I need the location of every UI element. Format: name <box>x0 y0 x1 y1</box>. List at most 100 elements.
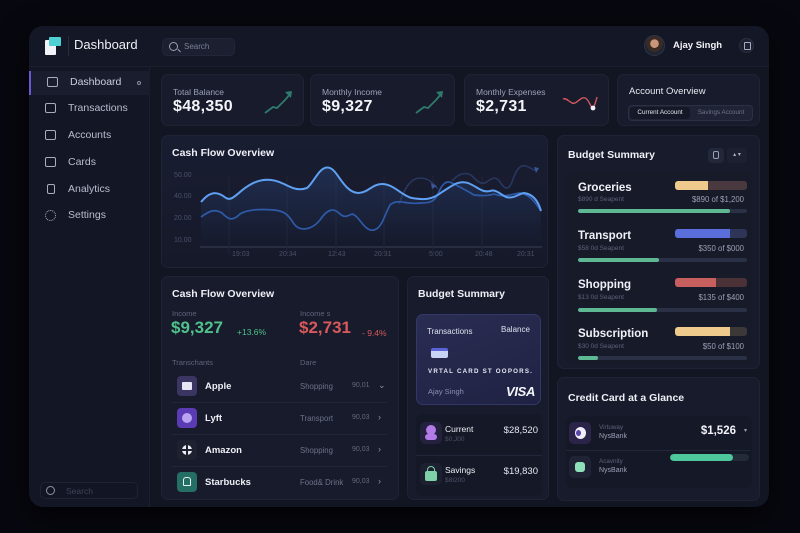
budget-progress <box>578 356 747 360</box>
search-input[interactable]: Search <box>162 38 235 56</box>
avatar[interactable] <box>644 35 665 56</box>
sort-toggle-button[interactable]: ▴ ▾ <box>727 148 747 163</box>
budget-amount: $135 of $400 <box>698 293 744 302</box>
stat-card-monthly-income: Monthly Income $9,327 <box>310 74 455 126</box>
profile-menu-button[interactable] <box>739 38 754 53</box>
budget-sub: $890 d Seapent <box>578 196 624 203</box>
sidebar-item-label: Analytics <box>68 183 111 195</box>
expense-change: - 9.4% <box>362 328 387 338</box>
account-name: Savings <box>445 465 476 475</box>
card-title: Cash Flow Overview <box>172 147 275 159</box>
virtual-card[interactable]: Transactions Balance VRTAL CARD ST OOPOR… <box>416 314 541 405</box>
tab-savings-account[interactable]: Savings Account <box>697 109 745 116</box>
credit-utilization-bar <box>670 454 749 461</box>
cash-flow-line-chart[interactable] <box>162 136 549 269</box>
search-placeholder: Search <box>184 42 210 51</box>
card-tab-balance[interactable]: Balance <box>501 325 530 334</box>
budget-sub: $30 0d Seapent <box>578 343 624 350</box>
card-tab-transactions[interactable]: Transactions <box>427 327 473 336</box>
stat-card-monthly-expenses: Monthly Expenses $2,731 <box>464 74 609 126</box>
account-sub: $8I200 <box>445 477 465 484</box>
budget-sub: $58 0d Seapent <box>578 245 624 252</box>
folder-icon <box>45 103 56 113</box>
x-tick: 20:31 <box>517 251 535 258</box>
expense-label: Income s <box>300 309 331 318</box>
sidebar-item-accounts[interactable]: Accounts <box>29 124 150 148</box>
transaction-row[interactable]: Lyft Transport 90,03 › <box>172 404 387 435</box>
sidebar-item-cards[interactable]: Cards <box>29 151 150 175</box>
trend-up-icon <box>415 91 443 114</box>
column-header-date: Dare <box>300 358 317 367</box>
budget-pill <box>675 181 747 190</box>
credit-card-row[interactable]: Acavnity NysBank <box>566 452 750 485</box>
transaction-value: 90,03 <box>352 446 370 453</box>
budget-name: Transport <box>578 230 632 242</box>
user-name: Ajay Singh <box>673 40 723 51</box>
credit-card-list <box>566 416 752 488</box>
account-tabs: Current Account Savings Account <box>628 105 753 121</box>
transaction-row[interactable]: Amazon Shopping 90,03 › <box>172 436 387 467</box>
chevron-down-icon[interactable]: ▾ <box>743 428 747 434</box>
sidebar-search-input[interactable]: Search <box>40 482 138 499</box>
transaction-value: 90,03 <box>352 414 370 421</box>
sidebar-item-label: Dashboard <box>70 76 122 88</box>
sidebar-item-dashboard[interactable]: Dashboard <box>29 71 150 95</box>
chart-icon <box>47 77 58 87</box>
account-row-current[interactable]: Current $0,J00 $28,520 <box>416 416 542 456</box>
account-overview-card: Account Overview Current Account Savings… <box>617 74 760 126</box>
divider <box>68 36 69 56</box>
transaction-value: 90,03 <box>352 478 370 485</box>
stat-value: $2,731 <box>476 98 527 115</box>
y-tick: 20.00 <box>174 215 192 222</box>
transaction-name: Lyft <box>205 413 223 424</box>
budget-name: Shopping <box>578 279 632 291</box>
transaction-value: 90,01 <box>352 382 370 389</box>
chevron-right-icon[interactable]: › <box>378 476 381 486</box>
account-balance: $28,520 <box>503 425 538 436</box>
sidebar-item-analytics[interactable]: Analytics <box>29 178 150 202</box>
account-sub: $0,J00 <box>445 436 465 443</box>
sidebar-item-transactions[interactable]: Transactions <box>29 97 150 121</box>
transaction-row[interactable]: Apple Shopping 90,01 ⌄ <box>172 372 387 403</box>
budget-sub: $13 0d Seapent <box>578 294 624 301</box>
card-holder: Ajay Singh <box>428 387 464 396</box>
user-avatar-icon <box>420 422 442 444</box>
account-row-savings[interactable]: Savings $8I200 $19,830 <box>416 457 542 497</box>
stat-label: Total Balance <box>173 87 225 97</box>
credit-card-row[interactable]: Virtuway NysBank $1,526 ▾ <box>566 418 750 451</box>
card-balance: $1,526 <box>700 425 736 437</box>
tab-current-account[interactable]: Current Account <box>630 107 690 119</box>
card-chip-icon <box>431 348 448 358</box>
chevron-right-icon[interactable]: › <box>378 444 381 454</box>
stat-label: Monthly Expenses <box>476 87 546 97</box>
chevron-right-icon[interactable]: › <box>378 412 381 422</box>
lock-bag-icon <box>420 463 442 485</box>
sidebar-item-settings[interactable]: Settings <box>29 204 150 228</box>
apple-mail-icon <box>177 376 197 396</box>
cash-flow-chart-card: Cash Flow Overview 50.00 40.00 <box>161 135 548 268</box>
sidebar-item-label: Cards <box>68 156 97 168</box>
stat-label: Monthly Income <box>322 87 382 97</box>
budget-pill <box>675 229 747 238</box>
cash-flow-summary-card: Cash Flow Overview Income $9,327 +13.6% … <box>161 276 399 500</box>
budget-amount: $350 of $000 <box>698 244 744 253</box>
top-bar: Dashboard Search Ajay Singh <box>29 26 769 67</box>
sidebar-item-label: Transactions <box>68 102 128 114</box>
x-tick: 5:00 <box>429 251 443 258</box>
card-panel: Budget Summary Transactions Balance VRTA… <box>407 276 549 500</box>
home-icon <box>177 472 197 492</box>
card-bank: NysBank <box>599 433 628 440</box>
user-filter-button[interactable] <box>708 148 724 163</box>
card-label: Virtuway <box>599 424 624 431</box>
chevron-down-icon[interactable]: ⌄ <box>378 380 386 390</box>
transaction-category: Shopping <box>300 382 333 391</box>
sidebar-item-label: Settings <box>68 209 106 221</box>
income-change: +13.6% <box>237 327 267 337</box>
transaction-name: Starbucks <box>205 477 251 488</box>
transaction-name: Apple <box>205 381 232 392</box>
y-tick: 10.00 <box>174 237 192 244</box>
bar-chart-icon <box>47 184 55 194</box>
x-tick: 20:34 <box>279 251 297 258</box>
budget-amount: $50 of $100 <box>702 342 744 351</box>
transaction-row[interactable]: Starbucks Food& Drink 90,03 › <box>172 468 387 499</box>
